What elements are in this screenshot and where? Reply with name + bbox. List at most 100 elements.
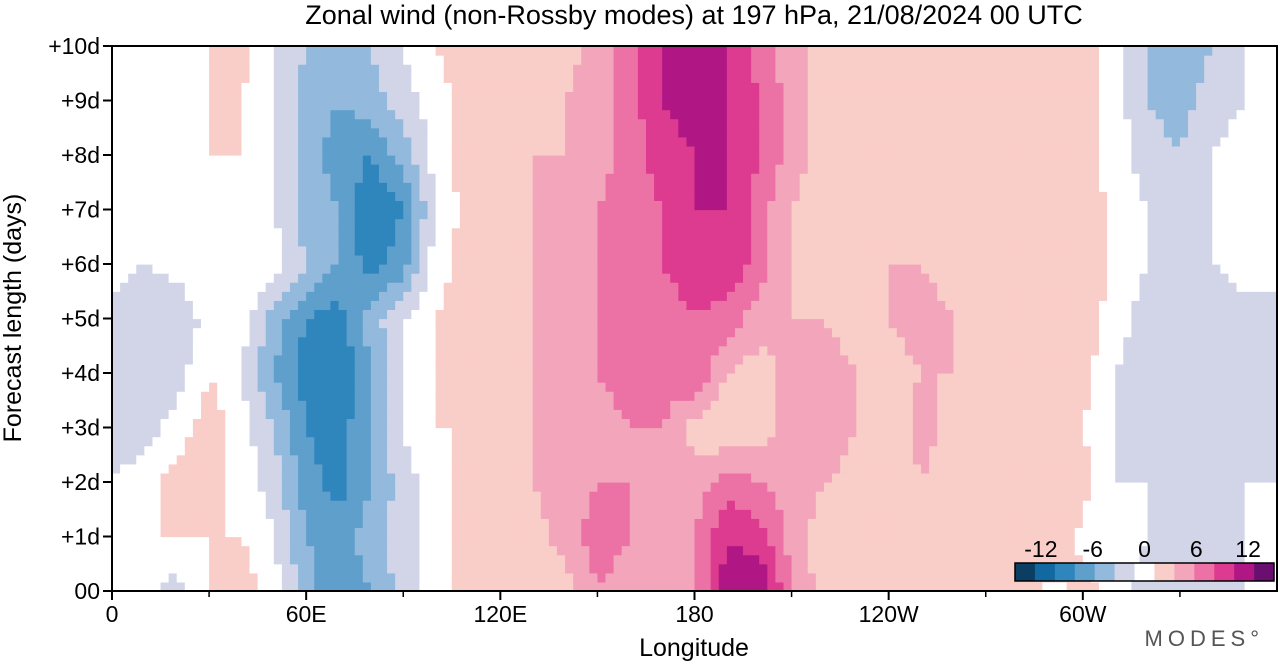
heatmap-cell	[556, 472, 566, 483]
heatmap-cell	[961, 373, 971, 383]
heatmap-cell	[678, 327, 688, 338]
heatmap-cell	[613, 273, 623, 283]
heatmap-cell	[249, 354, 259, 365]
heatmap-cell	[702, 581, 712, 591]
heatmap-cell	[1155, 373, 1165, 383]
heatmap-cell	[1179, 427, 1189, 438]
heatmap-cell	[904, 536, 914, 547]
heatmap-cell	[1115, 300, 1124, 311]
heatmap-cell	[354, 282, 364, 292]
heatmap-cell	[702, 354, 712, 365]
heatmap-cell	[767, 354, 776, 365]
heatmap-cell	[476, 391, 485, 401]
heatmap-cell	[370, 463, 380, 474]
heatmap-cell	[314, 373, 323, 383]
heatmap-cell	[120, 527, 129, 538]
heatmap-cell	[532, 445, 542, 456]
heatmap-cell	[1163, 363, 1173, 374]
heatmap-cell	[459, 563, 469, 574]
heatmap-cell	[419, 518, 429, 529]
heatmap-cell	[888, 445, 898, 456]
heatmap-cell	[718, 500, 728, 510]
heatmap-cell	[799, 300, 809, 311]
heatmap-cell	[832, 545, 841, 556]
heatmap-cell	[1131, 327, 1141, 338]
heatmap-cell	[387, 463, 396, 474]
heatmap-cell	[395, 545, 404, 556]
heatmap-cell	[322, 518, 332, 529]
heatmap-cell	[605, 409, 615, 420]
heatmap-cell	[532, 500, 542, 510]
heatmap-cell	[338, 454, 348, 465]
heatmap-cell	[160, 409, 170, 420]
heatmap-cell	[637, 409, 647, 420]
heatmap-cell	[856, 427, 865, 438]
heatmap-cell	[710, 400, 720, 410]
heatmap-cell	[1018, 382, 1027, 392]
heatmap-cell	[937, 545, 946, 556]
heatmap-cell	[872, 572, 882, 583]
heatmap-cell	[209, 309, 218, 320]
heatmap-cell	[1220, 554, 1230, 565]
heatmap-cell	[670, 436, 679, 447]
heatmap-cell	[872, 454, 882, 465]
heatmap-cell	[128, 418, 137, 429]
heatmap-cell	[265, 518, 275, 529]
heatmap-cell	[298, 454, 307, 465]
heatmap-cell	[694, 382, 704, 392]
heatmap-cell	[144, 536, 154, 547]
heatmap-cell	[1252, 391, 1262, 401]
heatmap-cell	[500, 545, 510, 556]
heatmap-cell	[1074, 518, 1084, 529]
heatmap-cell	[184, 491, 194, 501]
heatmap-cell	[686, 318, 696, 329]
heatmap-cell	[1010, 309, 1019, 320]
heatmap-cell	[281, 336, 291, 347]
heatmap-cell	[411, 491, 421, 501]
heatmap-cell	[759, 427, 768, 438]
heatmap-cell	[200, 536, 210, 547]
heatmap-cell	[654, 509, 663, 519]
heatmap-cell	[435, 318, 445, 329]
heatmap-cell	[548, 482, 558, 492]
heatmap-cell	[613, 345, 623, 356]
heatmap-cell	[734, 318, 744, 329]
heatmap-cell	[265, 472, 275, 483]
heatmap-cell	[281, 273, 291, 283]
heatmap-cell	[1268, 327, 1277, 338]
heatmap-cell	[257, 545, 267, 556]
heatmap-cell	[823, 454, 833, 465]
heatmap-cell	[192, 418, 202, 429]
heatmap-cell	[1147, 382, 1157, 392]
heatmap-cell	[1099, 291, 1108, 301]
heatmap-cell	[508, 518, 518, 529]
heatmap-cell	[467, 345, 477, 356]
heatmap-cell	[1034, 336, 1043, 347]
heatmap-cell	[484, 318, 493, 329]
heatmap-cell	[710, 472, 720, 483]
heatmap-cell	[840, 309, 849, 320]
heatmap-cell	[330, 563, 340, 574]
heatmap-cell	[1244, 327, 1254, 338]
heatmap-cell	[136, 463, 145, 474]
heatmap-cell	[662, 472, 671, 483]
heatmap-cell	[872, 436, 882, 447]
heatmap-cell	[1252, 463, 1262, 474]
heatmap-cell	[1163, 318, 1173, 329]
heatmap-cell	[492, 581, 501, 591]
heatmap-cell	[815, 382, 825, 392]
heatmap-cell	[912, 345, 922, 356]
heatmap-cell	[144, 382, 154, 392]
heatmap-cell	[565, 472, 574, 483]
heatmap-cell	[710, 436, 720, 447]
heatmap-cell	[152, 363, 162, 374]
heatmap-cell	[152, 563, 162, 574]
heatmap-cell	[581, 500, 590, 510]
heatmap-cell	[759, 382, 768, 392]
heatmap-cell	[1050, 382, 1060, 392]
heatmap-cell	[1147, 327, 1157, 338]
heatmap-cell	[492, 463, 501, 474]
heatmap-cell	[589, 382, 599, 392]
heatmap-cell	[783, 282, 793, 292]
heatmap-cell	[168, 454, 178, 465]
